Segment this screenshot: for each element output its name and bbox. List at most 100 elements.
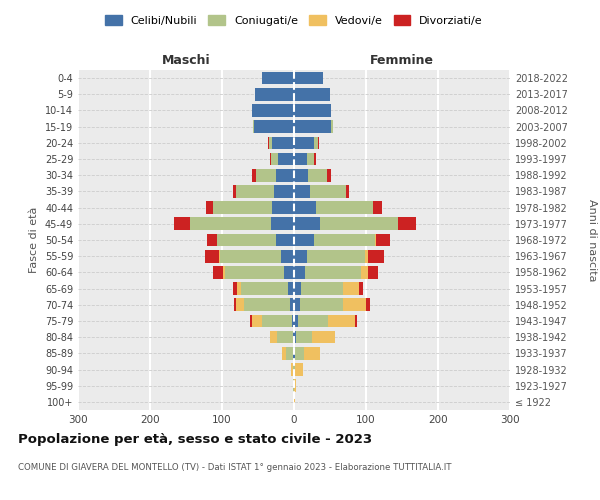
- Bar: [223, 266, 225, 278]
- Bar: [294, 202, 316, 214]
- Bar: [294, 88, 330, 101]
- Bar: [308, 169, 327, 181]
- Bar: [276, 169, 294, 181]
- Bar: [281, 250, 294, 262]
- Bar: [294, 72, 323, 85]
- Bar: [300, 298, 343, 311]
- Bar: [374, 234, 376, 246]
- Bar: [314, 234, 374, 246]
- Bar: [368, 250, 384, 262]
- Bar: [327, 169, 331, 181]
- Bar: [293, 347, 294, 360]
- Bar: [205, 250, 219, 262]
- Text: COMUNE DI GIAVERA DEL MONTELLO (TV) - Dati ISTAT 1° gennaio 2023 - Elaborazione : COMUNE DI GIAVERA DEL MONTELLO (TV) - Da…: [18, 462, 452, 471]
- Text: Maschi: Maschi: [161, 54, 211, 67]
- Bar: [233, 298, 236, 311]
- Bar: [254, 120, 294, 133]
- Bar: [359, 282, 363, 295]
- Bar: [244, 298, 290, 311]
- Bar: [304, 347, 320, 360]
- Bar: [307, 250, 365, 262]
- Bar: [294, 331, 296, 344]
- Bar: [207, 234, 217, 246]
- Y-axis label: Fasce di età: Fasce di età: [29, 207, 39, 273]
- Bar: [262, 72, 294, 85]
- Bar: [294, 363, 295, 376]
- Bar: [294, 396, 295, 408]
- Bar: [233, 185, 236, 198]
- Bar: [343, 282, 359, 295]
- Bar: [346, 185, 349, 198]
- Bar: [252, 169, 256, 181]
- Bar: [269, 331, 277, 344]
- Bar: [328, 314, 355, 328]
- Bar: [365, 250, 368, 262]
- Bar: [272, 136, 294, 149]
- Bar: [241, 282, 288, 295]
- Bar: [268, 136, 269, 149]
- Bar: [190, 218, 271, 230]
- Bar: [314, 136, 319, 149]
- Bar: [376, 234, 391, 246]
- Bar: [298, 314, 328, 328]
- Bar: [269, 136, 272, 149]
- Bar: [271, 152, 278, 166]
- Bar: [236, 298, 244, 311]
- Bar: [294, 298, 300, 311]
- Bar: [255, 88, 294, 101]
- Bar: [294, 136, 314, 149]
- Bar: [307, 152, 314, 166]
- Bar: [294, 169, 308, 181]
- Bar: [214, 266, 223, 278]
- Bar: [284, 266, 294, 278]
- Bar: [217, 234, 276, 246]
- Bar: [292, 314, 294, 328]
- Bar: [283, 347, 286, 360]
- Bar: [301, 282, 343, 295]
- Legend: Celibi/Nubili, Coniugati/e, Vedovi/e, Divorziati/e: Celibi/Nubili, Coniugati/e, Vedovi/e, Di…: [101, 10, 487, 30]
- Bar: [288, 282, 294, 295]
- Bar: [294, 104, 331, 117]
- Bar: [274, 185, 294, 198]
- Bar: [175, 218, 190, 230]
- Bar: [310, 185, 346, 198]
- Bar: [225, 266, 284, 278]
- Bar: [366, 298, 370, 311]
- Bar: [276, 234, 294, 246]
- Bar: [219, 250, 220, 262]
- Bar: [214, 202, 272, 214]
- Bar: [278, 152, 294, 166]
- Text: Popolazione per età, sesso e stato civile - 2023: Popolazione per età, sesso e stato civil…: [18, 432, 372, 446]
- Bar: [314, 152, 316, 166]
- Bar: [398, 218, 416, 230]
- Bar: [271, 218, 294, 230]
- Bar: [294, 314, 298, 328]
- Bar: [220, 250, 281, 262]
- Bar: [294, 234, 314, 246]
- Bar: [316, 202, 373, 214]
- Bar: [293, 380, 294, 392]
- Bar: [294, 152, 307, 166]
- Bar: [206, 202, 214, 214]
- Bar: [290, 298, 294, 311]
- Bar: [294, 282, 301, 295]
- Bar: [237, 282, 241, 295]
- Bar: [294, 266, 305, 278]
- Bar: [252, 104, 294, 117]
- Bar: [305, 266, 361, 278]
- Bar: [250, 314, 251, 328]
- Bar: [233, 282, 237, 295]
- Bar: [373, 202, 382, 214]
- Bar: [343, 298, 366, 311]
- Bar: [312, 331, 335, 344]
- Bar: [355, 314, 356, 328]
- Bar: [295, 363, 302, 376]
- Bar: [293, 331, 294, 344]
- Bar: [295, 347, 304, 360]
- Bar: [269, 152, 271, 166]
- Bar: [294, 185, 310, 198]
- Bar: [294, 218, 320, 230]
- Bar: [251, 314, 262, 328]
- Bar: [256, 169, 276, 181]
- Text: Anni di nascita: Anni di nascita: [587, 198, 597, 281]
